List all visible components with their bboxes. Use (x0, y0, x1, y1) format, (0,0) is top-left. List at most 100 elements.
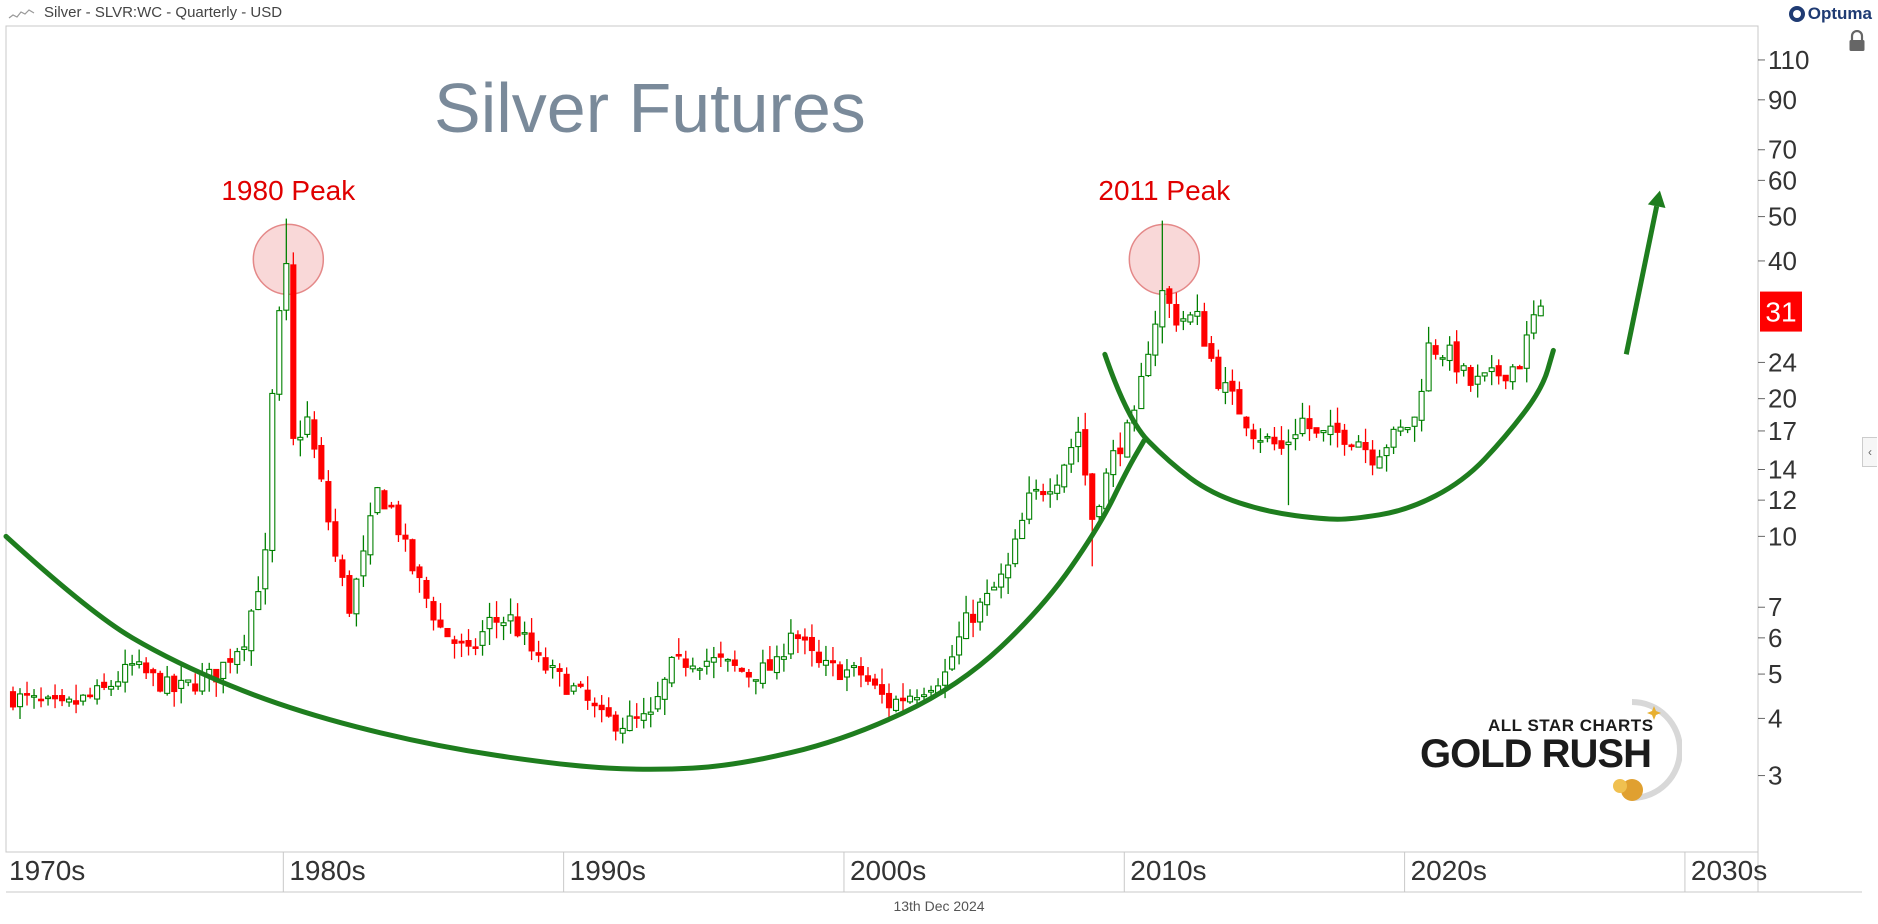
candle-body (920, 694, 928, 698)
candle-body (423, 579, 430, 599)
price-tick-label: 90 (1768, 85, 1797, 115)
candle-body (1446, 344, 1453, 362)
time-tick-label: 1980s (289, 855, 365, 886)
candle-body (759, 662, 766, 684)
candle-body (871, 678, 879, 686)
candle-body (437, 619, 444, 628)
candle-body (913, 697, 921, 701)
chart-title: Silver Futures (434, 69, 866, 147)
candle-body (619, 727, 626, 734)
candle-body (794, 634, 801, 640)
candle-body (1334, 422, 1341, 433)
candle-body (150, 669, 157, 674)
candle-body (1117, 447, 1124, 455)
candle-body (297, 436, 304, 441)
candle-body (1355, 441, 1362, 448)
recent-cup-curve (1102, 347, 1556, 522)
candle-body (248, 610, 255, 652)
candle-body (1348, 444, 1355, 448)
candle-body (731, 659, 738, 666)
candle-body (1180, 318, 1187, 322)
candle-body (1327, 425, 1334, 436)
candle-body (857, 666, 865, 676)
price-tick-label: 14 (1768, 455, 1797, 485)
candle-body (479, 631, 486, 646)
candle-body (1341, 429, 1348, 445)
candle-body (1208, 343, 1215, 359)
candle-body (500, 622, 507, 627)
candle-body (1425, 342, 1432, 392)
time-tick-label: 1990s (570, 855, 646, 886)
candle-body (591, 702, 598, 707)
candle-body (192, 683, 199, 692)
candle-body (255, 591, 262, 611)
candle-body (381, 490, 388, 510)
candle-body (1285, 441, 1292, 446)
candle-body (1313, 427, 1320, 434)
candle-body (1439, 357, 1446, 360)
candle-body (94, 685, 101, 700)
candle-body (1516, 366, 1523, 370)
candle-body (1047, 491, 1054, 495)
candle-body (836, 664, 844, 681)
candle-body (290, 264, 297, 439)
last-price-label: 31 (1765, 297, 1796, 328)
time-tick-label: 2000s (850, 855, 926, 886)
price-tick-label: 3 (1768, 761, 1782, 791)
candle-body (1383, 447, 1390, 457)
candle-body (9, 691, 17, 708)
lock-icon[interactable] (1847, 30, 1867, 52)
candle-body (654, 696, 661, 710)
candle-body (23, 693, 31, 696)
candle-body (178, 679, 185, 689)
candle-body (766, 659, 773, 671)
time-tick-label: 2030s (1691, 855, 1767, 886)
candle-body (220, 661, 227, 680)
breakout-arrow-shaft (1623, 205, 1660, 355)
candle-body (878, 684, 886, 695)
watermark-line1: ALL STAR CHARTS (1488, 716, 1654, 735)
price-tick-label: 5 (1768, 659, 1782, 689)
time-tick-label: 2010s (1130, 855, 1206, 886)
candle-body (87, 694, 94, 698)
candle-body (332, 521, 339, 557)
candle-body (984, 592, 991, 606)
candle-body (1145, 353, 1152, 377)
candle-body (1369, 449, 1376, 466)
candle-body (724, 658, 731, 662)
candle-body (395, 504, 402, 536)
candle-body (325, 481, 332, 523)
candle-body (1054, 484, 1061, 494)
candle-body (451, 639, 458, 644)
price-tick-label: 50 (1768, 202, 1797, 232)
peak-annotation: 1980 Peak (221, 175, 356, 206)
candle-body (458, 640, 465, 644)
candle-body (1005, 564, 1012, 579)
candle-body (563, 673, 570, 695)
chevron-left-icon[interactable]: ‹ (1862, 437, 1877, 467)
candle-body (963, 612, 970, 640)
chart-app-icon[interactable] (8, 8, 36, 20)
chart-date: 13th Dec 2024 (893, 898, 985, 914)
candle-body (1411, 416, 1418, 427)
candle-body (136, 661, 143, 666)
price-tick-label: 17 (1768, 416, 1797, 446)
candle-body (1271, 436, 1278, 445)
candle-body (1264, 436, 1271, 439)
price-tick-label: 6 (1768, 623, 1782, 653)
candle-body (1376, 456, 1383, 469)
candle-body (1082, 429, 1089, 476)
candle-body (892, 698, 900, 711)
candle-body (633, 716, 640, 719)
candle-body (668, 656, 675, 684)
candle-body (1236, 389, 1243, 415)
candle-body (360, 550, 367, 577)
candle-body (1418, 390, 1425, 421)
candle-body (1390, 428, 1397, 448)
candle-body (535, 652, 542, 656)
candle-body (16, 693, 24, 708)
candle-body (1432, 345, 1439, 355)
candle-body (311, 419, 318, 450)
candle-body (570, 685, 577, 692)
candle-body (1068, 447, 1075, 465)
